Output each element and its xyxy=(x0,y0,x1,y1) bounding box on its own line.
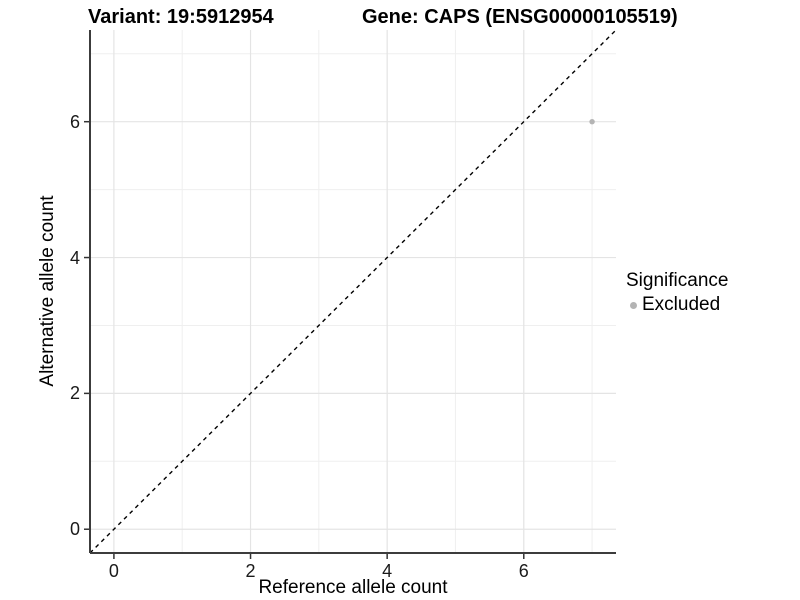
legend-entry-label: Excluded xyxy=(642,294,721,315)
legend-entry: Excluded xyxy=(626,294,728,316)
y-tick-label: 0 xyxy=(69,519,80,540)
legend-title: Significance xyxy=(626,270,729,291)
x-tick-label: 2 xyxy=(245,561,256,581)
x-tick-label: 4 xyxy=(382,561,393,581)
y-axis-title: Alternative allele count xyxy=(37,195,58,387)
legend-point-icon xyxy=(630,301,637,309)
x-tick-label: 6 xyxy=(518,561,529,581)
data-point xyxy=(589,118,595,125)
x-tick-label: 0 xyxy=(108,561,119,581)
legend-entries: Excluded xyxy=(626,294,728,316)
y-tick-label: 2 xyxy=(69,383,80,404)
plot-title-gene: Gene: CAPS (ENSG00000105519) xyxy=(362,6,678,28)
legend: Significance Excluded xyxy=(626,270,728,316)
y-tick-label: 4 xyxy=(69,247,80,268)
y-tick-label: 6 xyxy=(69,111,80,132)
identity-dashed-line xyxy=(89,29,617,554)
x-axis-title: Reference allele count xyxy=(258,577,448,598)
plot-title-variant: Variant: 19:5912954 xyxy=(88,6,274,28)
